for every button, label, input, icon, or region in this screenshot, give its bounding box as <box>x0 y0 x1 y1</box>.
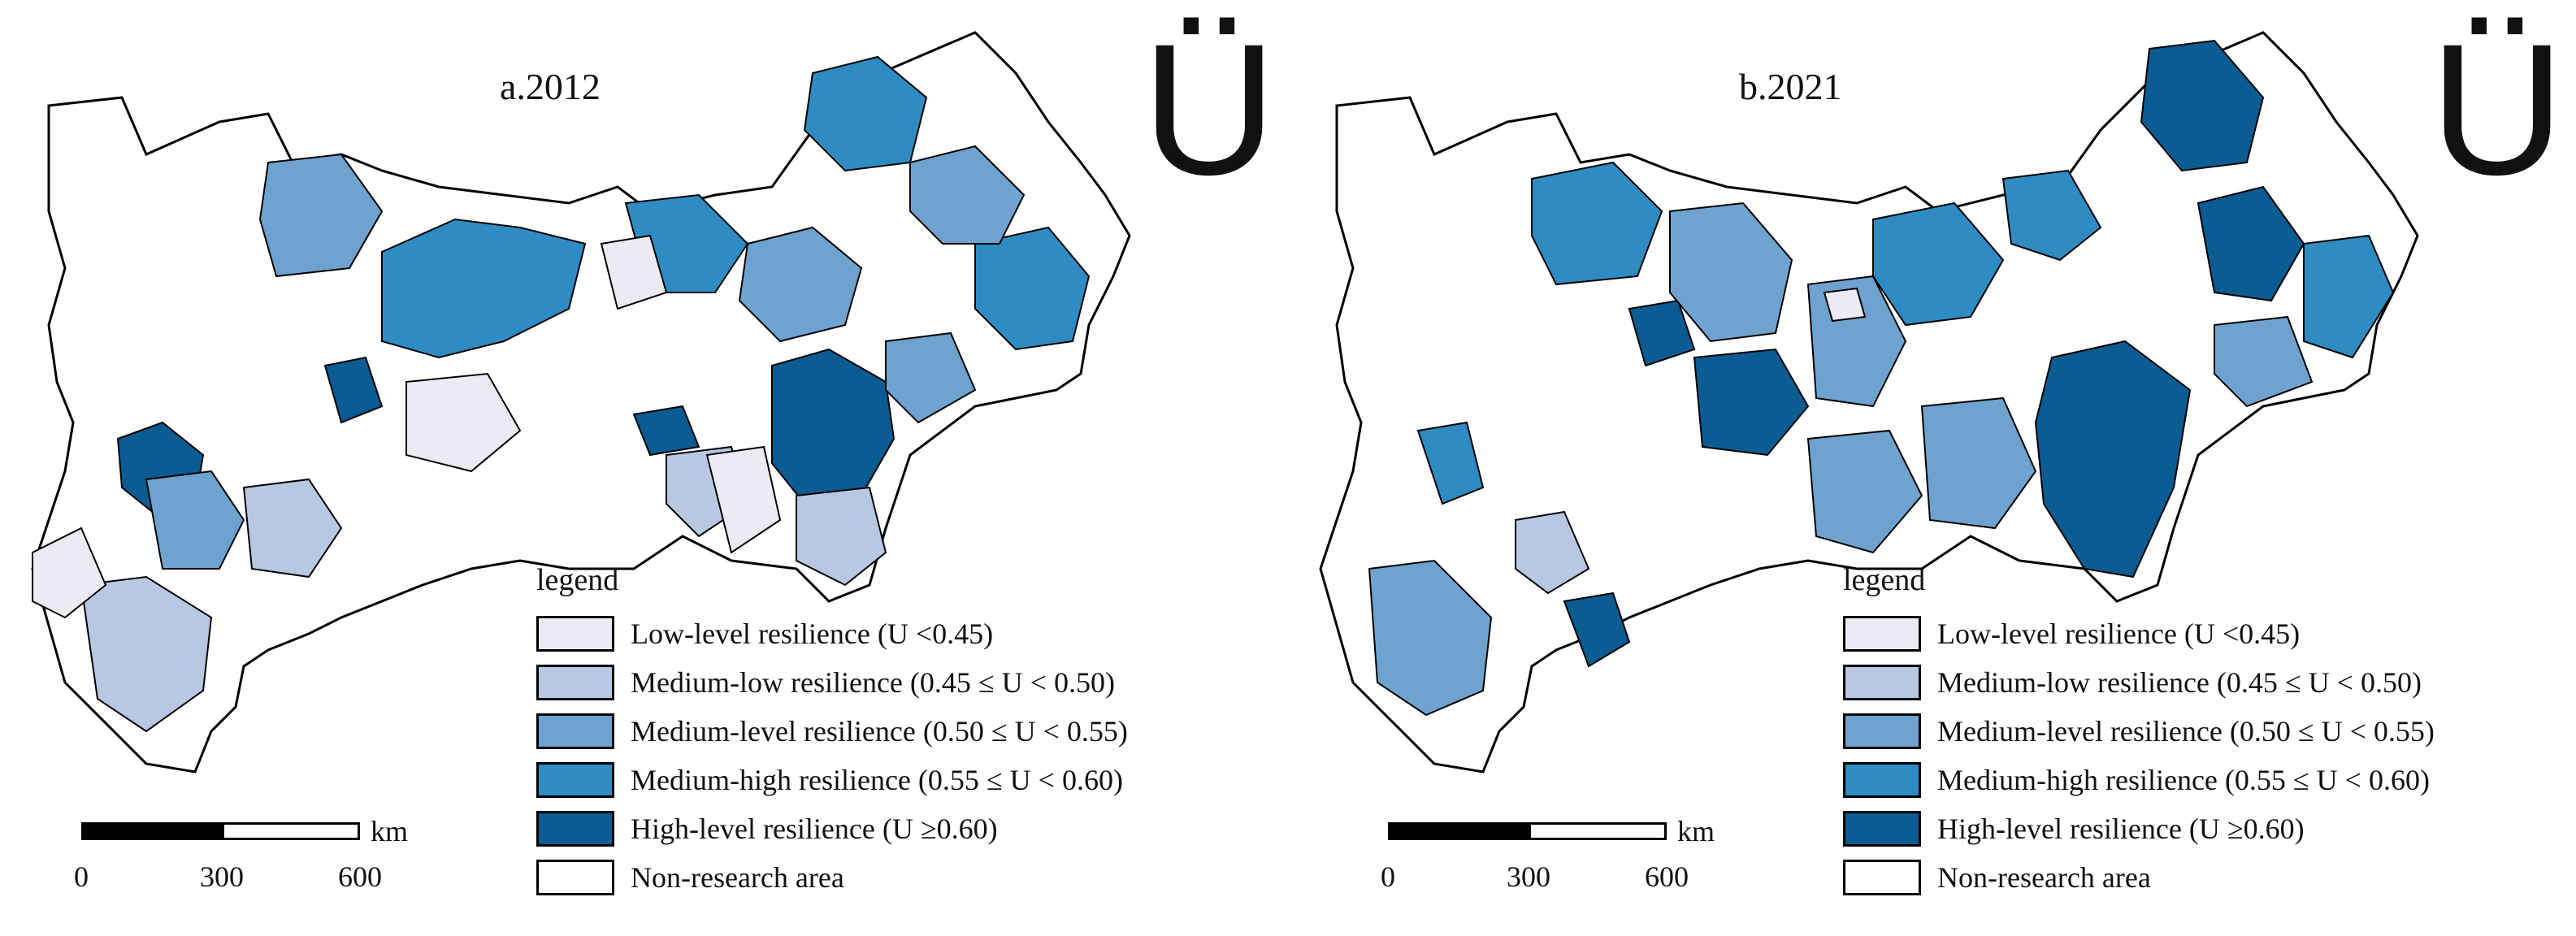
choropleth-map-2012 <box>31 31 1131 774</box>
scale-tick: 600 <box>1645 860 1689 893</box>
region-medhigh <box>1531 161 1663 286</box>
region-high <box>2197 185 2305 302</box>
legend-swatch <box>1843 762 1921 798</box>
legend-label: Medium-level resilience (0.50 ≤ U < 0.55… <box>631 715 1128 748</box>
legend-item-med: Medium-level resilience (0.50 ≤ U < 0.55… <box>1843 707 2435 756</box>
region-med <box>258 153 384 278</box>
legend-item-low: Low-level resilience (U <0.45) <box>1843 609 2435 658</box>
scale-bar-black <box>1388 822 1531 840</box>
scale-bar-white <box>1529 822 1667 840</box>
legend-label: Low-level resilience (U <0.45) <box>1937 618 2301 650</box>
legend-item-medlow: Medium-low resilience (0.45 ≤ U < 0.50) <box>536 658 1128 707</box>
legend-item-high: High-level resilience (U ≥0.60) <box>536 804 1128 853</box>
region-high <box>632 405 700 457</box>
legend-item-medlow: Medium-low resilience (0.45 ≤ U < 0.50) <box>1843 658 2435 707</box>
legend-swatch <box>536 713 614 749</box>
legend-swatch <box>1843 860 1921 895</box>
region-high <box>1693 348 1810 457</box>
region-medhigh <box>2001 169 2102 262</box>
region-high <box>1628 299 1696 367</box>
legend-swatch <box>1843 713 1921 749</box>
region-medlow <box>80 575 213 733</box>
scale-tick: 300 <box>1507 860 1550 893</box>
region-low <box>1823 287 1867 323</box>
region-high <box>771 348 896 505</box>
north-arrow-icon: Ü <box>1142 5 1277 214</box>
legend-label: High-level resilience (U ≥0.60) <box>1937 812 2305 845</box>
legend-label: Non-research area <box>631 861 844 894</box>
panel-title: b.2021 <box>1739 66 1842 107</box>
legend-swatch <box>536 762 614 798</box>
legend-label: Non-research area <box>1937 861 2151 894</box>
legend-label: Medium-low resilience (0.45 ≤ U < 0.50) <box>631 666 1115 699</box>
scale-tick: 0 <box>74 860 89 893</box>
map-panel-2021: b.2021 Ü legend Low-level resilience (U … <box>1288 0 2576 936</box>
region-medhigh <box>1416 421 1485 505</box>
legend-swatch <box>1843 665 1921 700</box>
scale-tick: 0 <box>1381 860 1395 893</box>
legend-label: Medium-level resilience (0.50 ≤ U < 0.55… <box>1937 715 2435 748</box>
legend-items: Low-level resilience (U <0.45) Medium-low… <box>1843 609 2435 902</box>
legend-item-med: Medium-level resilience (0.50 ≤ U < 0.55… <box>536 707 1128 756</box>
scale-bar-white <box>222 822 360 840</box>
legend-heading: legend <box>1843 563 1926 597</box>
region-med <box>1368 559 1493 717</box>
legend-swatch <box>536 665 614 700</box>
legend-label: Medium-high resilience (0.55 ≤ U < 0.60) <box>631 764 1123 796</box>
legend-swatch <box>1843 616 1921 652</box>
region-medhigh <box>2303 234 2395 359</box>
north-arrow-icon: Ü <box>2430 5 2565 214</box>
legend: legend Low-level resilience (U <0.45) Med… <box>1843 562 2435 902</box>
legend-swatch <box>536 860 614 895</box>
legend-item-none: Non-research area <box>1843 853 2435 902</box>
region-med <box>1920 396 2037 530</box>
panel-title: a.2012 <box>500 66 601 107</box>
scale-tick: 300 <box>200 860 244 893</box>
legend-swatch <box>536 811 614 847</box>
legend: legend Low-level resilience (U <0.45) Med… <box>536 562 1128 902</box>
legend-item-low: Low-level resilience (U <0.45) <box>536 609 1128 658</box>
region-medlow <box>796 486 887 587</box>
region-high <box>323 356 384 424</box>
legend-label: Medium-high resilience (0.55 ≤ U < 0.60) <box>1937 764 2430 796</box>
region-med <box>1806 429 1923 554</box>
region-low <box>600 234 668 310</box>
region-med <box>738 226 863 343</box>
region-high <box>1563 592 1631 668</box>
legend-swatch <box>1843 811 1921 847</box>
legend-label: Low-level resilience (U <0.45) <box>631 618 994 650</box>
legend-label: High-level resilience (U ≥0.60) <box>631 812 998 845</box>
scale-bar-black <box>81 822 224 840</box>
choropleth-map-2021 <box>1319 31 2419 774</box>
region-high <box>2140 39 2265 172</box>
region-high <box>2034 340 2192 578</box>
legend-items: Low-level resilience (U <0.45) Medium-low… <box>536 609 1128 902</box>
legend-item-medhigh: Medium-high resilience (0.55 ≤ U < 0.60) <box>536 756 1128 804</box>
region-medlow <box>242 478 343 578</box>
legend-item-none: Non-research area <box>536 853 1128 902</box>
region-med <box>1669 202 1793 343</box>
legend-item-medhigh: Medium-high resilience (0.55 ≤ U < 0.60) <box>1843 756 2435 804</box>
region-low <box>32 526 107 619</box>
legend-swatch <box>536 616 614 652</box>
region-low <box>405 372 522 473</box>
region-med <box>2214 315 2314 408</box>
region-med <box>909 145 1026 245</box>
scale-bar: 0 300 600 km <box>1381 815 1715 895</box>
region-medhigh <box>381 218 587 359</box>
scale-unit: km <box>1677 815 1715 847</box>
legend-heading: legend <box>536 563 619 597</box>
legend-item-high: High-level resilience (U ≥0.60) <box>1843 804 2435 853</box>
scale-tick: 600 <box>338 860 382 893</box>
scale-unit: km <box>371 815 409 847</box>
region-med <box>145 470 245 570</box>
legend-label: Medium-low resilience (0.45 ≤ U < 0.50) <box>1937 666 2422 699</box>
scale-bar: 0 300 600 km <box>74 815 408 895</box>
region-med <box>885 332 977 424</box>
map-panel-2012: a.2012 Ü legend Low-level resilience (U … <box>31 5 1277 902</box>
region-low <box>705 445 782 554</box>
region-medhigh <box>974 226 1091 351</box>
region-medlow <box>1515 510 1590 595</box>
